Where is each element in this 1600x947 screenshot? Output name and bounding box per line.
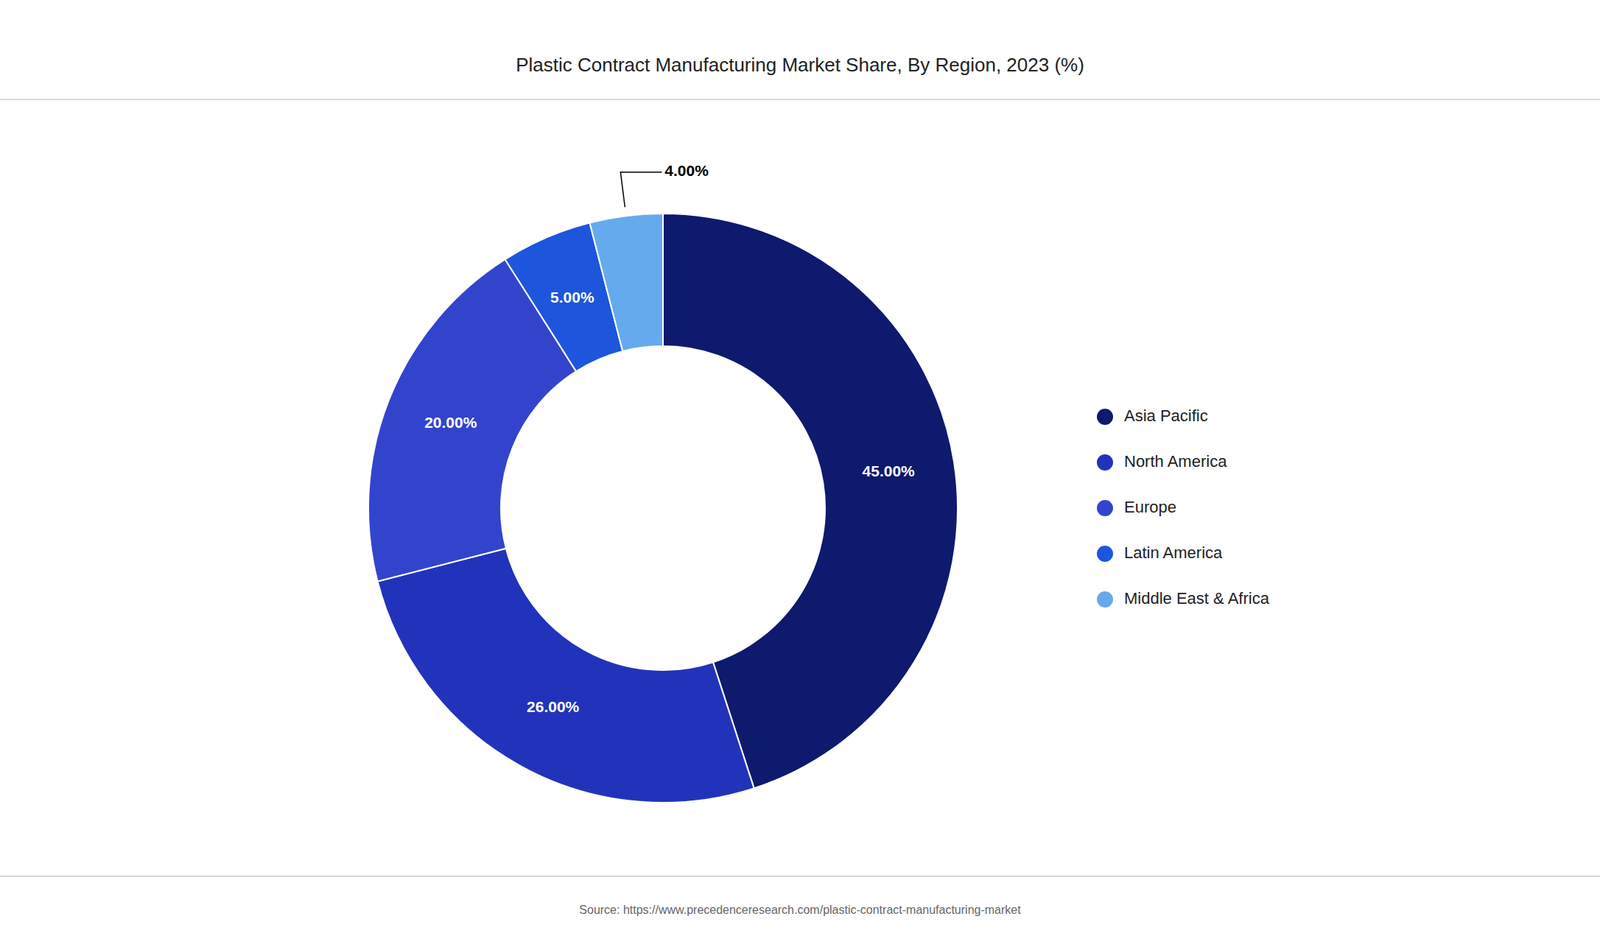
legend-label: Middle East & Africa [1124, 589, 1270, 608]
title: Plastic Contract Manufacturing Market Sh… [515, 53, 1085, 76]
slice [377, 548, 755, 803]
legend: Asia Pacific North America Europe Latin Ame… [1096, 406, 1270, 608]
slice [590, 213, 663, 352]
chart: Plastic Contract Manufacturing Market Sh… [0, 0, 1600, 947]
leader-line [620, 172, 662, 208]
data-label: 45.00% [862, 462, 916, 480]
legend-label: Latin America [1124, 543, 1223, 563]
legend-label: Asia Pacific [1124, 406, 1209, 426]
data-label: 20.00% [424, 413, 478, 431]
legend-marker [1096, 454, 1114, 471]
data-label: 4.00% [664, 162, 709, 180]
data-labels: 45.00% 26.00% 20.00% 5.00% 4.00% [424, 162, 915, 716]
divider [0, 98, 1600, 101]
background [0, 0, 1600, 947]
data-label: 5.00% [550, 288, 595, 306]
divider [0, 875, 1600, 878]
source: Source: https://www.precedenceresearch.c… [579, 903, 1021, 917]
legend-marker [1096, 408, 1114, 426]
legend-marker [1096, 500, 1114, 517]
slices [368, 213, 958, 803]
legend-marker [1096, 591, 1114, 608]
legend-marker [1096, 545, 1114, 563]
data-label: 26.00% [526, 698, 580, 716]
legend-label: Europe [1124, 497, 1177, 517]
legend-label: North America [1124, 452, 1228, 471]
